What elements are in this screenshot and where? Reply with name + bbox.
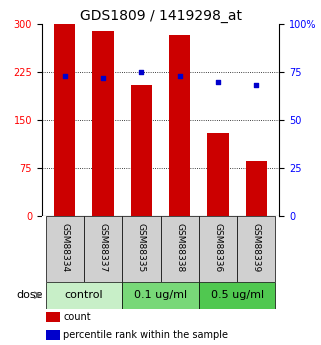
Text: dose: dose <box>16 290 42 300</box>
Bar <box>46 216 84 282</box>
Bar <box>92 31 114 216</box>
Bar <box>160 216 199 282</box>
Text: GSM88336: GSM88336 <box>213 223 222 272</box>
Point <box>254 83 259 88</box>
Bar <box>84 216 122 282</box>
Point <box>215 79 221 85</box>
Text: control: control <box>65 290 103 300</box>
Point <box>139 69 144 75</box>
Bar <box>246 161 267 216</box>
Text: GSM88337: GSM88337 <box>99 223 108 272</box>
Bar <box>131 85 152 216</box>
Text: GSM88335: GSM88335 <box>137 223 146 272</box>
Point <box>62 73 67 79</box>
Bar <box>207 133 229 216</box>
Title: GDS1809 / 1419298_at: GDS1809 / 1419298_at <box>80 9 241 23</box>
Point <box>177 73 182 79</box>
Text: 0.1 ug/ml: 0.1 ug/ml <box>134 290 187 300</box>
Text: 0.5 ug/ml: 0.5 ug/ml <box>211 290 264 300</box>
Bar <box>169 35 190 216</box>
Bar <box>199 216 237 282</box>
Bar <box>199 282 275 309</box>
Bar <box>54 24 75 216</box>
Text: GSM88339: GSM88339 <box>252 223 261 272</box>
Text: count: count <box>63 312 91 322</box>
Bar <box>237 216 275 282</box>
Bar <box>47 330 60 340</box>
Bar <box>46 282 122 309</box>
Text: GSM88334: GSM88334 <box>60 223 69 272</box>
Text: GSM88338: GSM88338 <box>175 223 184 272</box>
Bar <box>47 312 60 322</box>
Text: percentile rank within the sample: percentile rank within the sample <box>63 330 228 340</box>
Bar <box>122 216 160 282</box>
Point <box>100 75 106 81</box>
Bar <box>122 282 199 309</box>
